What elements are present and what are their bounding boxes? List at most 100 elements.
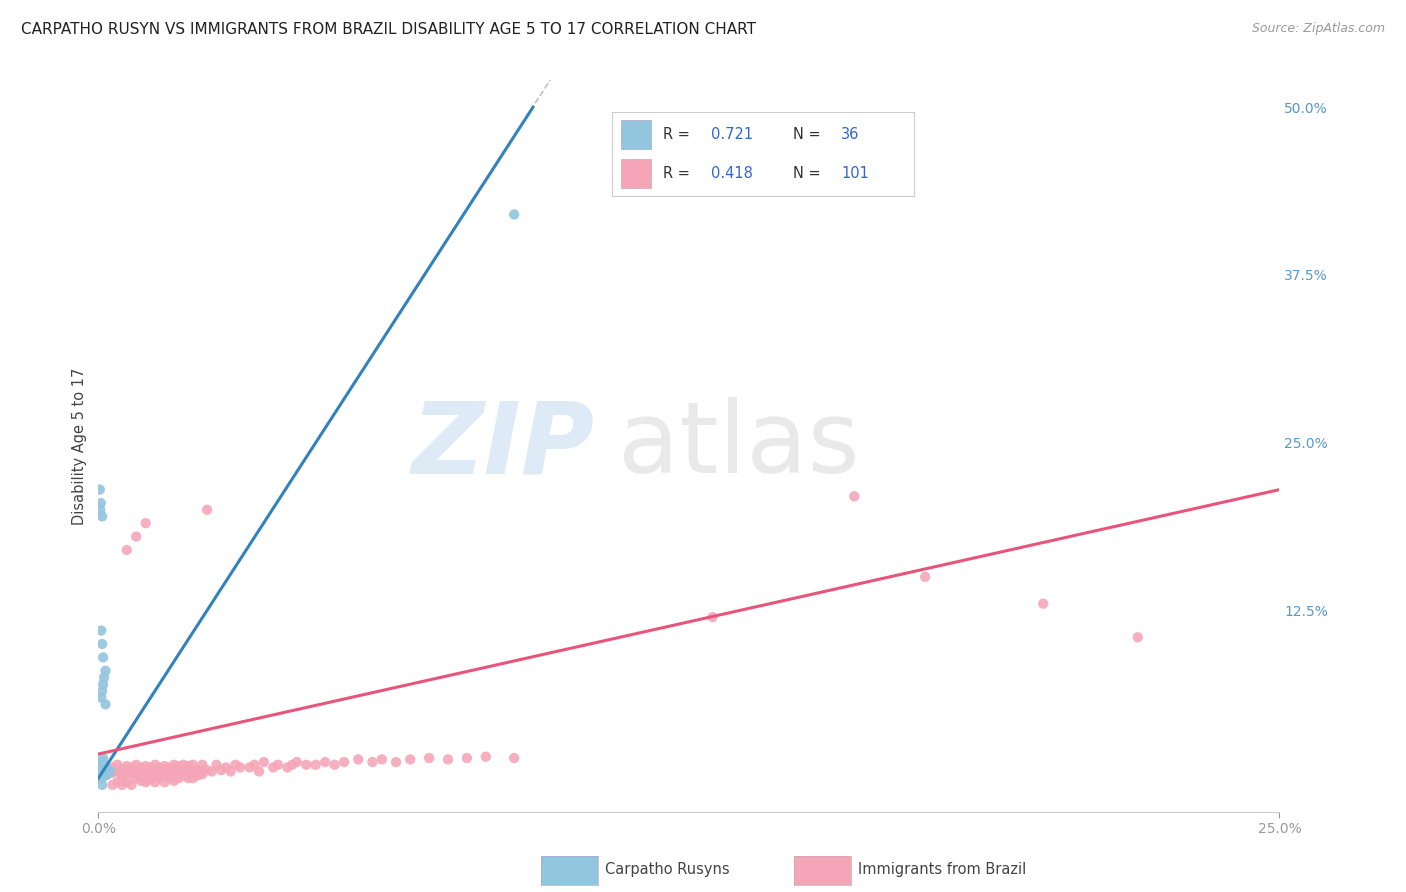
Point: [98, 764, 121, 779]
Point: [90, 496, 112, 510]
Text: R =: R =: [664, 166, 695, 181]
Point: [253, 755, 276, 769]
Text: ZIP: ZIP: [412, 398, 595, 494]
Point: [177, 764, 200, 779]
Point: [94, 768, 117, 782]
Point: [90, 624, 112, 638]
Point: [93, 763, 115, 777]
Point: [195, 502, 218, 516]
Text: Carpatho Rusyns: Carpatho Rusyns: [605, 863, 730, 877]
Point: [475, 749, 498, 764]
Point: [371, 752, 394, 766]
Point: [143, 757, 166, 772]
Point: [121, 767, 143, 781]
Point: [418, 751, 440, 765]
Point: [111, 762, 134, 776]
Point: [219, 764, 242, 779]
Point: [295, 757, 318, 772]
Point: [125, 765, 148, 780]
Point: [89, 764, 111, 779]
Text: CARPATHO RUSYN VS IMMIGRANTS FROM BRAZIL DISABILITY AGE 5 TO 17 CORRELATION CHAR: CARPATHO RUSYN VS IMMIGRANTS FROM BRAZIL…: [21, 22, 756, 37]
Point: [90, 690, 112, 705]
Point: [1126, 630, 1149, 644]
Point: [143, 775, 166, 789]
Point: [115, 543, 138, 558]
Point: [153, 765, 176, 780]
Point: [91, 677, 114, 691]
Point: [177, 771, 200, 785]
Point: [191, 767, 214, 781]
Point: [111, 778, 134, 792]
Point: [91, 637, 114, 651]
Text: atlas: atlas: [619, 398, 859, 494]
Point: [157, 767, 180, 781]
Point: [239, 760, 262, 774]
Point: [167, 764, 190, 779]
Bar: [620, 120, 651, 149]
Point: [172, 757, 194, 772]
Point: [172, 768, 194, 782]
Point: [125, 757, 148, 772]
Point: [91, 684, 114, 698]
Point: [243, 757, 266, 772]
Point: [91, 650, 114, 665]
Point: [121, 760, 143, 774]
Point: [125, 530, 148, 544]
Point: [91, 765, 114, 780]
Point: [115, 759, 138, 773]
Point: [115, 775, 138, 789]
Point: [135, 765, 157, 780]
Point: [914, 570, 936, 584]
Point: [333, 755, 356, 769]
Point: [90, 760, 112, 774]
Point: [89, 502, 111, 516]
Point: [215, 760, 238, 774]
Point: [163, 757, 186, 772]
Y-axis label: Disability Age 5 to 17: Disability Age 5 to 17: [72, 368, 87, 524]
Point: [143, 765, 166, 780]
Point: [97, 763, 120, 777]
Point: [153, 775, 176, 789]
Point: [89, 483, 111, 497]
Point: [121, 778, 143, 792]
Text: 0.418: 0.418: [711, 166, 754, 181]
Point: [181, 771, 204, 785]
Point: [91, 778, 114, 792]
Point: [437, 752, 460, 766]
Text: 36: 36: [841, 127, 859, 142]
Text: N =: N =: [793, 127, 825, 142]
Point: [172, 765, 194, 780]
Point: [135, 516, 157, 531]
Point: [187, 768, 209, 782]
Point: [503, 207, 526, 221]
Point: [111, 767, 134, 781]
Point: [229, 760, 252, 774]
Point: [97, 767, 120, 781]
Point: [844, 489, 866, 503]
Point: [205, 757, 228, 772]
Point: [163, 765, 186, 780]
Point: [91, 751, 114, 765]
Point: [94, 767, 117, 781]
Point: [201, 764, 224, 779]
Point: [191, 764, 214, 779]
Point: [135, 759, 157, 773]
Point: [157, 771, 180, 785]
Point: [135, 771, 157, 785]
Point: [91, 765, 114, 780]
Point: [89, 768, 111, 782]
Point: [153, 759, 176, 773]
Point: [139, 772, 162, 787]
Point: [149, 767, 172, 781]
Point: [91, 755, 114, 769]
Point: [361, 755, 384, 769]
Point: [157, 760, 180, 774]
Point: [167, 759, 190, 773]
Point: [167, 771, 190, 785]
Point: [91, 509, 114, 524]
Text: N =: N =: [793, 166, 825, 181]
Point: [89, 768, 111, 782]
Point: [111, 771, 134, 785]
Point: [285, 755, 308, 769]
Point: [101, 765, 124, 780]
